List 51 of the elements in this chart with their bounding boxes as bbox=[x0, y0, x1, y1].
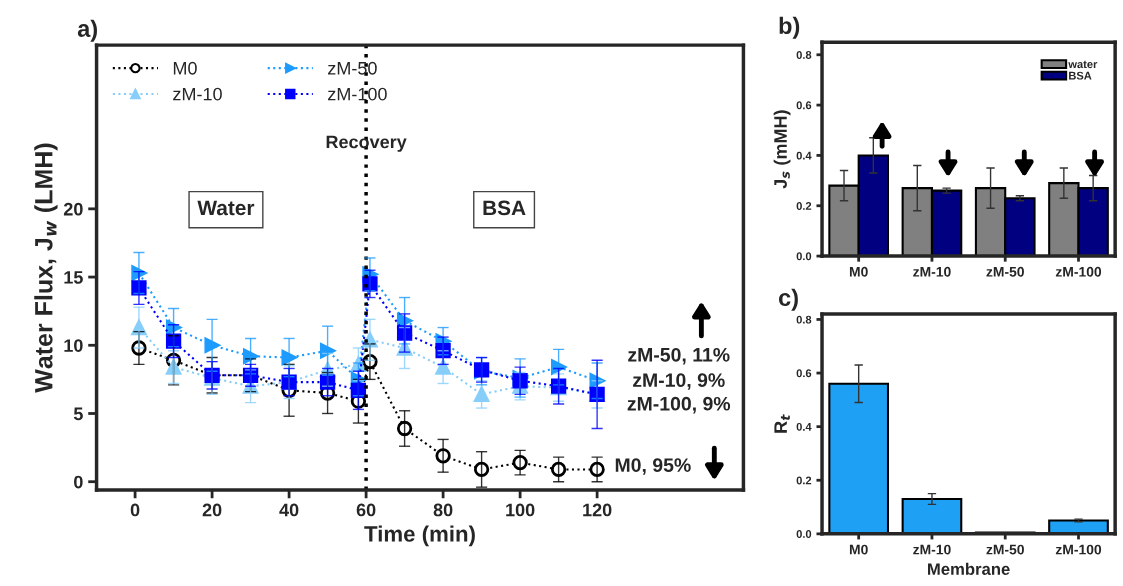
y-tick-label: 0.4 bbox=[796, 422, 812, 431]
x-tick-label: M0 bbox=[849, 266, 868, 277]
y-tick-label: 0.8 bbox=[796, 51, 812, 59]
legend-label: zM-100 bbox=[328, 87, 387, 101]
y-tick-label: 0.4 bbox=[796, 151, 812, 160]
y-axis-title: R$_{t}$ bbox=[774, 414, 790, 433]
annotation: zM-10, 9% bbox=[633, 373, 725, 390]
x-tick-label: zM-100 bbox=[1055, 266, 1102, 277]
annotation: zM-100, 9% bbox=[627, 396, 731, 414]
x-axis-title: Membrane bbox=[928, 562, 1010, 576]
y-tick-label: 0.2 bbox=[796, 202, 812, 210]
y-tick-label: 0 bbox=[74, 475, 83, 489]
x-tick-label: 0 bbox=[130, 503, 140, 517]
y-tick-label: 15 bbox=[64, 271, 83, 284]
chart-title: a) bbox=[77, 19, 97, 42]
annotation: BSA bbox=[483, 200, 526, 216]
y-tick-label: 5 bbox=[73, 407, 83, 421]
x-tick-label: zM-10 bbox=[913, 266, 951, 277]
y-tick-label: 0.6 bbox=[796, 101, 812, 110]
legend-label: zM-50 bbox=[328, 61, 377, 75]
y-tick-label: 0.0 bbox=[796, 252, 812, 261]
y-tick-label: 10 bbox=[64, 339, 83, 352]
x-tick-label: zM-100 bbox=[1055, 544, 1102, 555]
chart-title: b) bbox=[779, 16, 800, 39]
x-tick-label: 80 bbox=[433, 503, 453, 517]
y-tick-label: 20 bbox=[63, 202, 83, 216]
x-tick-label: 40 bbox=[279, 503, 299, 517]
legend-label: water bbox=[1068, 60, 1098, 69]
y-tick-label: 0.6 bbox=[796, 369, 812, 378]
x-tick-label: zM-50 bbox=[986, 544, 1024, 555]
x-axis-title: Time (min) bbox=[364, 525, 475, 547]
annotation: M0, 95% bbox=[615, 458, 691, 475]
annotation: Water bbox=[197, 200, 255, 216]
legend-label: zM-10 bbox=[173, 87, 222, 101]
y-tick-label: 0.2 bbox=[796, 476, 812, 485]
x-tick-label: 20 bbox=[202, 503, 222, 517]
x-tick-label: zM-50 bbox=[986, 266, 1024, 277]
ref-line-label: Recovery bbox=[326, 135, 407, 152]
x-tick-label: 120 bbox=[583, 503, 612, 517]
y-tick-label: 0.8 bbox=[796, 315, 812, 324]
annotation: zM-50, 11% bbox=[628, 347, 730, 365]
x-tick-label: M0 bbox=[849, 544, 868, 555]
chart-title: c) bbox=[778, 288, 798, 311]
y-tick-label: 0.0 bbox=[796, 530, 812, 538]
x-tick-label: 60 bbox=[356, 503, 376, 517]
x-tick-label: 100 bbox=[506, 503, 535, 517]
x-tick-label: zM-10 bbox=[913, 544, 951, 555]
y-axis-title: Water Flux, J$_{w}$ (LMH) bbox=[34, 143, 58, 393]
y-axis-title: J$_{s}$ (mMH) bbox=[773, 110, 791, 189]
legend-label: M0 bbox=[173, 61, 197, 75]
legend-label: BSA bbox=[1069, 71, 1092, 80]
